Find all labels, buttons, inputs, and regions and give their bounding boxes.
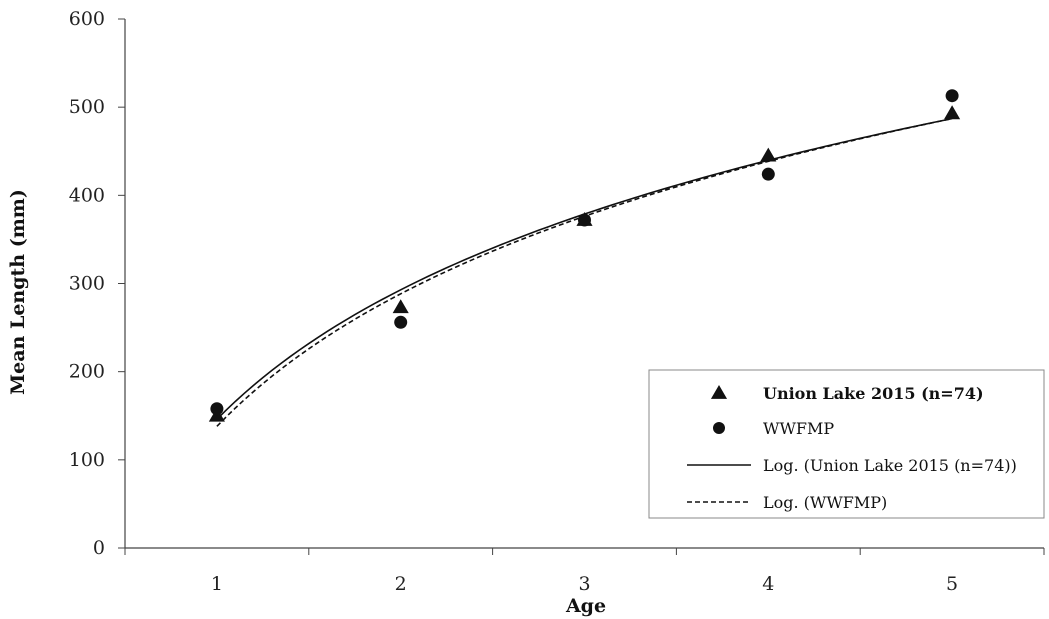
point-wwfmp xyxy=(761,167,775,181)
point-union-lake xyxy=(760,147,777,162)
point-wwfmp xyxy=(945,89,959,103)
point-union-lake xyxy=(392,299,409,314)
y-tick-label: 0 xyxy=(93,537,105,559)
point-wwfmp xyxy=(578,213,591,227)
y-tick-label: 300 xyxy=(69,273,105,295)
x-tick-label: 5 xyxy=(946,573,958,595)
x-tick-label: 3 xyxy=(578,573,590,595)
point-union-lake xyxy=(944,105,961,120)
y-tick-label: 100 xyxy=(69,449,105,471)
x-tick-label: 2 xyxy=(395,573,407,595)
point-wwfmp xyxy=(394,315,408,329)
legend-label: Log. (WWFMP) xyxy=(763,493,887,512)
y-tick-label: 200 xyxy=(69,361,105,383)
y-tick-label: 400 xyxy=(69,184,105,206)
x-axis-title: Age xyxy=(565,595,606,617)
legend-label: WWFMP xyxy=(763,419,834,438)
data-points xyxy=(208,89,961,422)
legend-circle-icon xyxy=(713,422,725,434)
legend-label: Union Lake 2015 (n=74) xyxy=(763,384,984,403)
x-tick-label: 1 xyxy=(211,573,223,595)
point-wwfmp xyxy=(210,402,224,416)
legend: Union Lake 2015 (n=74) WWFMP Log. (Union L… xyxy=(648,369,1045,519)
y-tick-label: 600 xyxy=(69,8,105,30)
y-tick-labels: 0 100 200 300 400 500 600 xyxy=(69,8,125,559)
legend-triangle-icon xyxy=(710,384,728,399)
y-axis-title: Mean Length (mm) xyxy=(7,189,29,395)
y-tick-label: 500 xyxy=(69,96,105,118)
x-tick-label: 4 xyxy=(762,573,774,595)
x-tick-labels: 1 2 3 4 5 xyxy=(124,548,1045,595)
legend-label: Log. (Union Lake 2015 (n=74)) xyxy=(763,456,1017,475)
